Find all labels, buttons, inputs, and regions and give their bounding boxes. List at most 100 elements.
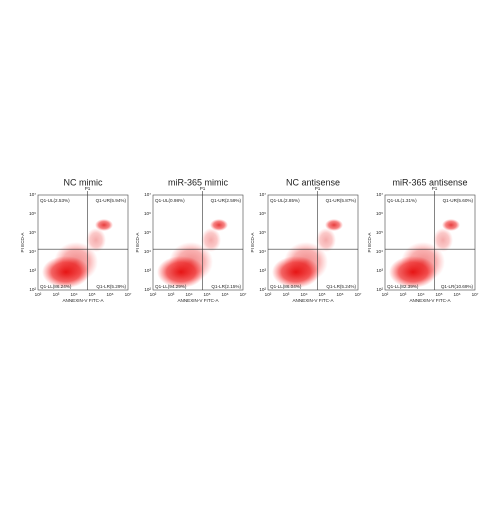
quadrant-label: Q1-UL(1.31%): [387, 198, 417, 203]
cell-cloud: [210, 219, 228, 231]
y-tick-label: 10⁷: [376, 192, 383, 197]
quadrant-label: Q1-LR(10.69%): [441, 284, 474, 289]
plot-frame: [37, 194, 129, 291]
y-tick-label: 10⁴: [376, 249, 383, 254]
x-axis-label: ANNEXIN-V FITC-A: [177, 298, 219, 303]
x-tick-label: 10⁵: [435, 292, 442, 297]
quadrant-label: Q1-LR(5.24%): [326, 284, 356, 289]
y-tick-label: 10²: [29, 287, 36, 292]
cell-cloud: [442, 219, 460, 231]
y-tick-label: 10⁵: [376, 230, 383, 235]
cell-cloud: [169, 242, 213, 282]
y-tick-label: 10²: [376, 287, 383, 292]
x-tick-label: 10⁷: [125, 292, 132, 297]
x-tick-label: 10⁷: [472, 292, 479, 297]
quadrant-label: Q1-UR(2.59%): [211, 198, 242, 203]
cell-cloud: [316, 228, 336, 252]
y-axis-label: PI ECD-A: [20, 232, 25, 253]
x-tick-label: 10³: [168, 292, 175, 297]
y-tick-label: 10⁷: [259, 192, 266, 197]
y-tick-label: 10³: [29, 268, 36, 273]
x-tick-label: 10³: [400, 292, 407, 297]
quadrant-label: Q1-LR(5.29%): [96, 284, 126, 289]
quadrant-label: Q1-LR(2.15%): [211, 284, 241, 289]
y-axis-label: PI ECD-A: [250, 232, 255, 253]
y-tick-label: 10⁵: [144, 230, 151, 235]
quadrant-label: Q1-LL(86.24%): [40, 284, 72, 289]
y-tick-label: 10²: [144, 287, 151, 292]
x-tick-label: 10⁴: [300, 292, 307, 297]
panel-title: NC antisense: [286, 177, 340, 187]
x-tick-label: 10⁵: [318, 292, 325, 297]
quadrant-label: Q1-UR(5.87%): [326, 198, 357, 203]
panel-title: miR-365 mimic: [168, 177, 229, 187]
gate-label: P1: [200, 186, 206, 191]
plot-frame: [384, 194, 476, 291]
y-tick-label: 10⁷: [144, 192, 151, 197]
y-tick-label: 10⁶: [144, 211, 151, 216]
plot-frame: [267, 194, 359, 291]
x-tick-label: 10⁶: [221, 292, 228, 297]
cell-cloud: [86, 228, 106, 252]
quadrant-label: Q1-UL(2.85%): [270, 198, 300, 203]
cell-cloud: [284, 242, 328, 282]
x-tick-label: 10²: [265, 292, 272, 297]
plot-frame: [152, 194, 244, 291]
y-tick-label: 10²: [259, 287, 266, 292]
cell-cloud: [325, 219, 343, 231]
x-tick-label: 10³: [283, 292, 290, 297]
x-tick-label: 10⁴: [70, 292, 77, 297]
cell-cloud: [201, 228, 221, 252]
quadrant-label: Q1-LL(86.04%): [270, 284, 302, 289]
y-tick-label: 10³: [259, 268, 266, 273]
y-tick-label: 10⁶: [376, 211, 383, 216]
quadrant-label: Q1-LL(94.29%): [155, 284, 187, 289]
panel-title: miR-365 antisense: [392, 177, 467, 187]
cell-cloud: [95, 219, 113, 231]
quadrant-label: Q1-UL(2.53%): [40, 198, 70, 203]
y-tick-label: 10³: [144, 268, 151, 273]
x-tick-label: 10²: [150, 292, 157, 297]
cell-cloud: [54, 242, 98, 282]
x-tick-label: 10⁷: [355, 292, 362, 297]
y-tick-label: 10⁵: [29, 230, 36, 235]
y-tick-label: 10⁴: [29, 249, 36, 254]
gate-label: P1: [315, 186, 321, 191]
x-tick-label: 10²: [382, 292, 389, 297]
x-tick-label: 10⁶: [453, 292, 460, 297]
y-tick-label: 10⁶: [29, 211, 36, 216]
y-axis-label: PI ECD-A: [135, 232, 140, 253]
panel-title: NC mimic: [64, 177, 103, 187]
cell-cloud: [401, 242, 445, 282]
y-tick-label: 10⁷: [29, 192, 36, 197]
quadrant-label: Q1-LL(82.39%): [387, 284, 419, 289]
x-tick-label: 10⁶: [106, 292, 113, 297]
quadrant-label: Q1-UR(5.94%): [96, 198, 127, 203]
x-tick-label: 10⁷: [240, 292, 247, 297]
gate-label: P1: [432, 186, 438, 191]
y-axis-label: PI ECD-A: [367, 232, 372, 253]
gate-label: P1: [85, 186, 91, 191]
quadrant-label: Q1-UR(5.60%): [443, 198, 474, 203]
y-tick-label: 10⁶: [259, 211, 266, 216]
x-tick-label: 10⁶: [336, 292, 343, 297]
x-tick-label: 10⁵: [88, 292, 95, 297]
x-axis-label: ANNEXIN-V FITC-A: [292, 298, 334, 303]
x-axis-label: ANNEXIN-V FITC-A: [62, 298, 104, 303]
x-tick-label: 10⁴: [417, 292, 424, 297]
y-tick-label: 10⁵: [259, 230, 266, 235]
y-tick-label: 10³: [376, 268, 383, 273]
x-tick-label: 10⁴: [185, 292, 192, 297]
x-tick-label: 10⁵: [203, 292, 210, 297]
x-axis-label: ANNEXIN-V FITC-A: [409, 298, 451, 303]
cell-cloud: [433, 228, 453, 252]
y-tick-label: 10⁴: [259, 249, 266, 254]
x-tick-label: 10²: [35, 292, 42, 297]
y-tick-label: 10⁴: [144, 249, 151, 254]
quadrant-label: Q1-UL(0.98%): [155, 198, 185, 203]
